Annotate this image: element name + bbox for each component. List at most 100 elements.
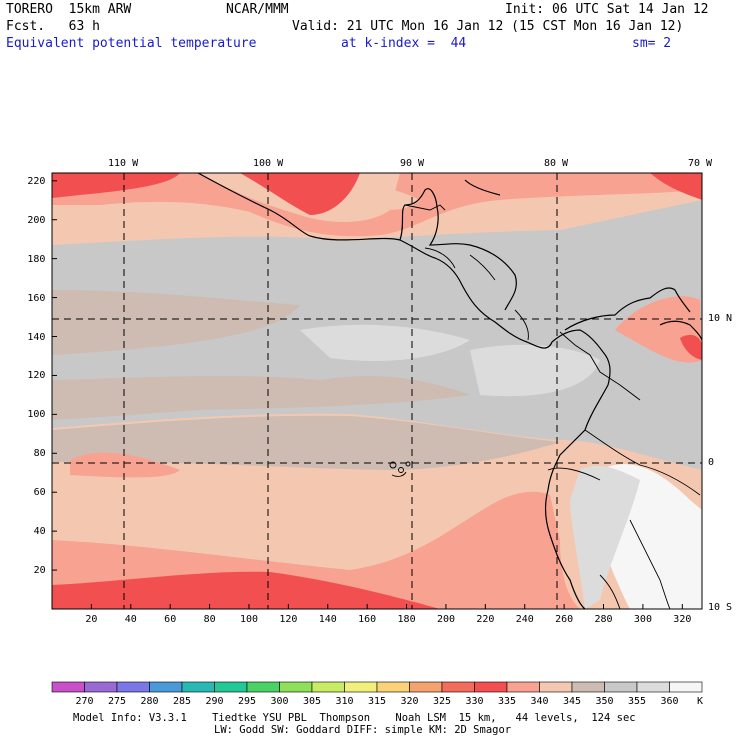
light-grey-patch [300, 324, 470, 361]
colorbar-level-label: 325 [433, 696, 452, 707]
colorbar-level-label: 335 [498, 696, 517, 707]
tropical-warm-patch [70, 452, 180, 478]
x-tick-label: 100 [239, 614, 259, 625]
lon-label-110w: 110 W [108, 158, 139, 169]
southern-hot-area [52, 571, 440, 609]
dark-grey-band [52, 290, 300, 355]
colorbar-swatch [116, 681, 150, 693]
colorbar-swatch [441, 681, 475, 693]
colorbar-swatch [636, 681, 670, 693]
x-tick-label: 280 [594, 614, 613, 625]
colorbar-swatch [311, 681, 345, 693]
colorbar-swatch [669, 681, 703, 693]
lat-label-10n: 10 N [708, 313, 733, 324]
x-tick-label: 220 [476, 614, 495, 625]
valid-time: Valid: 21 UTC Mon 16 Jan 12 (15 CST Mon … [292, 19, 684, 34]
y-tick-label: 160 [27, 292, 46, 304]
highland-grey [570, 465, 640, 609]
lat-label-10s: 10 S [708, 602, 733, 613]
lon-label-100w: 100 W [253, 158, 284, 169]
dark-grey-band-2 [52, 375, 470, 420]
forecast-hour: Fcst. 63 h [6, 19, 100, 34]
colorbar-level-label: 290 [205, 696, 224, 707]
colorbar-level-label: 320 [400, 696, 419, 707]
lat-lon-grid [52, 173, 702, 609]
x-tick-label: 300 [633, 614, 652, 625]
colorbar-swatch [246, 681, 280, 693]
colorbar-level-label: 350 [595, 696, 614, 707]
colorbar-level-label: 310 [335, 696, 354, 707]
field-name: Equivalent potential temperature [6, 36, 257, 51]
lat-label-0: 0 [708, 457, 715, 468]
colorbar-swatch [84, 681, 118, 693]
level-label: at k-index = 44 [341, 36, 467, 51]
x-tick-label: 20 [85, 614, 98, 625]
y-tick-label: 60 [33, 487, 46, 499]
colorbar-level-label: 355 [628, 696, 647, 707]
galapagos-islands [389, 461, 411, 477]
y-tick-label: 200 [27, 214, 46, 226]
colorbar-level-label: 345 [563, 696, 582, 707]
init-time: Init: 06 UTC Sat 14 Jan 12 [505, 2, 709, 17]
x-tick-label: 200 [436, 614, 455, 625]
physics-info: LW: Godd SW: Goddard DIFF: simple KM: 2D… [214, 724, 512, 736]
colorbar-level-label: 340 [530, 696, 549, 707]
country-borders [404, 204, 701, 610]
eastern-warm-patch [615, 296, 702, 363]
colorbar [51, 681, 703, 693]
colorbar-level-label: 285 [173, 696, 192, 707]
x-tick-label: 240 [515, 614, 534, 625]
northern-hot-area-2 [240, 173, 360, 215]
eastern-hot-patch [680, 334, 702, 360]
x-tick-label: 40 [124, 614, 137, 625]
colorbar-level-label: 295 [238, 696, 257, 707]
y-tick-label: 80 [33, 448, 46, 460]
y-tick-label: 100 [27, 409, 46, 421]
colorbar-swatch [539, 681, 573, 693]
x-tick-label: 180 [397, 614, 416, 625]
lon-label-80w: 80 W [544, 158, 569, 169]
y-tick-label: 120 [27, 370, 46, 382]
colorbar-swatch [506, 681, 540, 693]
colorbar-swatch [149, 681, 183, 693]
lon-label-90w: 90 W [400, 158, 425, 169]
colorbar-swatch [571, 681, 605, 693]
x-tick-label: 320 [673, 614, 692, 625]
colorbar-swatch [181, 681, 215, 693]
x-tick-label: 60 [164, 614, 177, 625]
northern-hot-area-3 [650, 173, 702, 200]
colorbar-swatch [279, 681, 313, 693]
model-name: TORERO 15km ARW [6, 2, 132, 17]
y-tick-label: 220 [27, 175, 46, 187]
colorbar-swatch [376, 681, 410, 693]
colorbar-level-label: 300 [270, 696, 289, 707]
smoothing-label: sm= 2 [632, 36, 672, 51]
coastlines [197, 172, 703, 610]
organization: NCAR/MMM [226, 2, 289, 17]
colorbar-swatch [344, 681, 378, 693]
y-tick-label: 140 [27, 331, 46, 343]
colorbar-level-label: 360 [660, 696, 679, 707]
colorbar-level-label: 280 [140, 696, 159, 707]
colorbar-unit: K [697, 696, 704, 707]
y-tick-label: 40 [33, 526, 46, 538]
y-tick-label: 180 [27, 253, 46, 265]
dark-grey-band-3 [52, 415, 560, 470]
map-frame [51, 172, 703, 610]
colorbar-level-label: 270 [75, 696, 94, 707]
x-tick-label: 120 [279, 614, 298, 625]
x-tick-label: 260 [555, 614, 574, 625]
colorbar-level-label: 275 [108, 696, 127, 707]
colorbar-swatch [474, 681, 508, 693]
colorbar-swatch [51, 681, 85, 693]
x-tick-label: 80 [203, 614, 216, 625]
x-tick-label: 160 [358, 614, 377, 625]
colorbar-swatch [409, 681, 443, 693]
y-tick-label: 20 [33, 565, 46, 577]
lon-label-70w: 70 W [688, 158, 713, 169]
model-info: Model Info: V3.3.1 Tiedtke YSU PBL Thomp… [73, 712, 636, 724]
x-tick-label: 140 [318, 614, 337, 625]
colorbar-level-label: 330 [465, 696, 484, 707]
colorbar-swatch [214, 681, 248, 693]
